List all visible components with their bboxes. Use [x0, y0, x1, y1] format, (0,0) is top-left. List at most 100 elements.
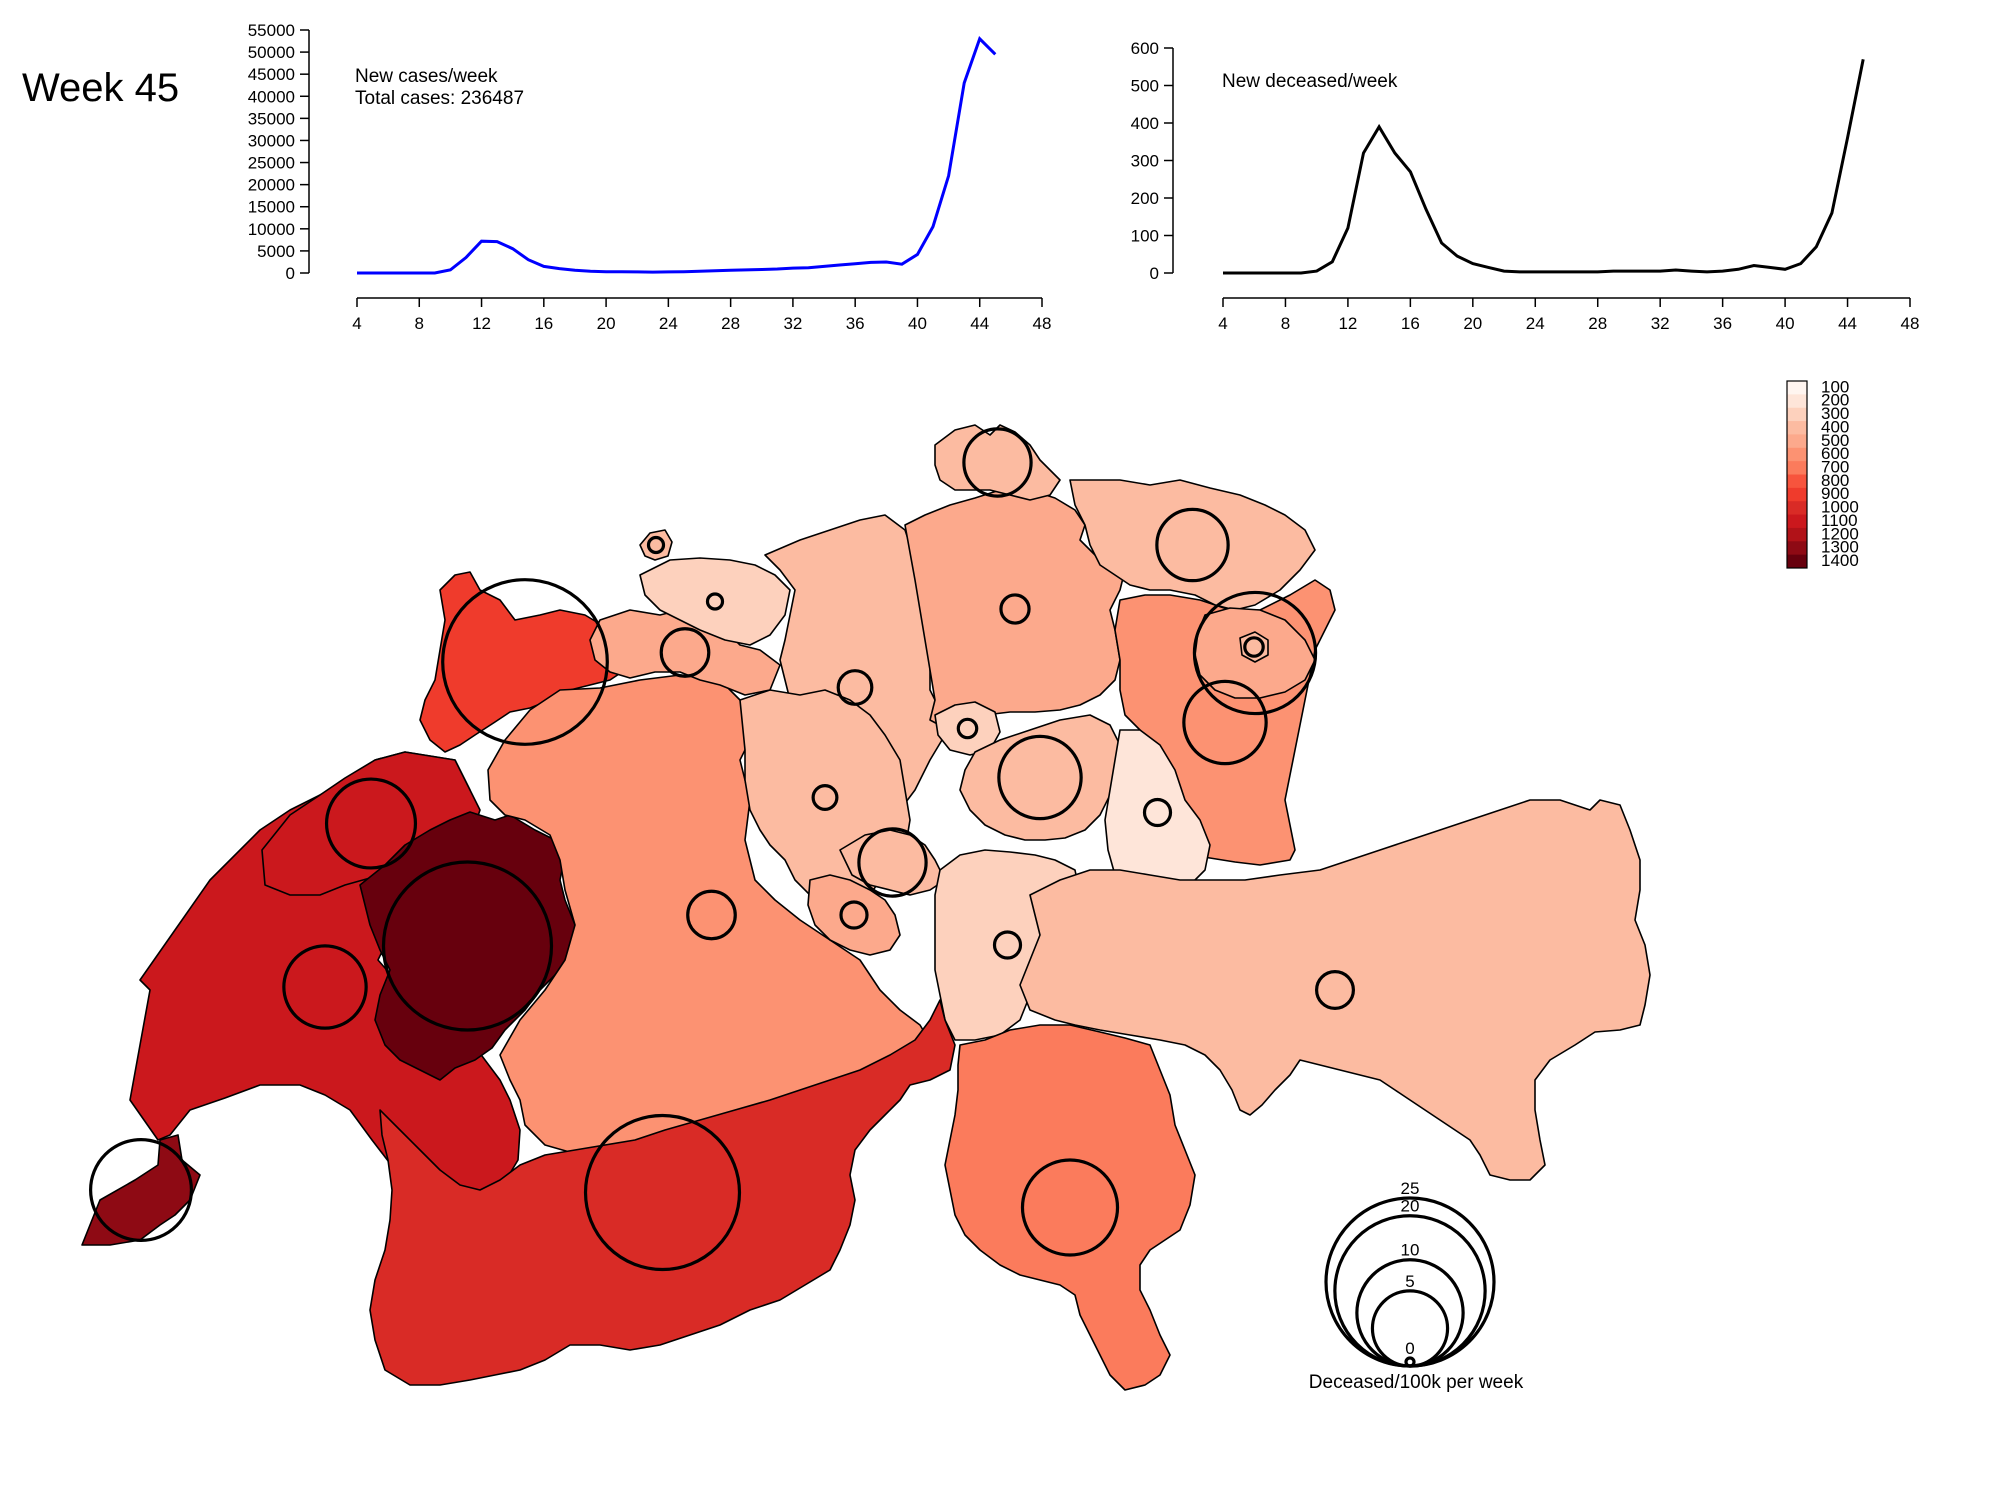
x-tick-label: 16 [534, 314, 553, 333]
canton-BS [639, 529, 673, 561]
bubble-ZH [999, 593, 1031, 625]
bubble-SH [962, 427, 1033, 498]
x-tick-label: 12 [1338, 314, 1357, 333]
bubble-legend-label: 25 [1401, 1179, 1420, 1198]
color-legend-label: 1300 [1821, 538, 1859, 557]
color-legend-label: 200 [1821, 391, 1849, 410]
bubble-BL [705, 592, 725, 611]
color-legend-label: 900 [1821, 484, 1849, 503]
y-tick-label: 400 [1131, 114, 1159, 133]
y-tick-label: 600 [1131, 39, 1159, 58]
x-tick-label: 44 [1838, 314, 1857, 333]
bubble-legend-title: Deceased/100k per week [1309, 1372, 1524, 1393]
x-tick-label: 48 [1033, 314, 1052, 333]
canton-TG [1069, 479, 1316, 611]
x-tick-label: 32 [783, 314, 802, 333]
bubble-GL [1142, 797, 1173, 828]
x-tick-label: 36 [846, 314, 865, 333]
bubble-SZ [997, 734, 1083, 821]
color-legend-swatch [1787, 514, 1807, 529]
week-title: Week 45 [22, 66, 180, 110]
x-tick-label: 24 [659, 314, 678, 333]
x-tick-label: 24 [1526, 314, 1545, 333]
switzerland-map [81, 424, 1651, 1391]
canton-VS [369, 999, 956, 1386]
bubble-VD [282, 944, 368, 1030]
bubble-legend-label: 20 [1401, 1197, 1420, 1216]
x-tick-label: 20 [597, 314, 616, 333]
x-tick-label: 36 [1713, 314, 1732, 333]
cases-total-annotation: Total cases: 236487 [355, 88, 524, 109]
y-tick-label: 200 [1131, 189, 1159, 208]
x-tick-label: 44 [970, 314, 989, 333]
bubble-JU [441, 578, 609, 746]
bubble-BE [686, 889, 737, 941]
color-legend-swatch [1787, 407, 1807, 422]
bubble-LU [811, 784, 839, 811]
bubble-NE [324, 777, 418, 870]
y-tick-label: 30000 [248, 131, 295, 150]
y-tick-label: 100 [1131, 227, 1159, 246]
bubble-VS [583, 1113, 742, 1272]
y-tick-label: 25000 [248, 154, 295, 173]
color-legend-label: 300 [1821, 404, 1849, 423]
x-tick-label: 28 [721, 314, 740, 333]
bubble-AI [1243, 636, 1265, 658]
bubble-legend-label: 10 [1401, 1241, 1420, 1260]
canton-BL [639, 557, 791, 646]
color-legend-swatch [1787, 421, 1807, 435]
deceased-x-axis: 4 8 12 16 20 24 28 32 36 40 44 48 [1218, 297, 1920, 333]
cases-x-axis: 4 8 12 16 20 24 28 32 36 40 44 48 [352, 297, 1052, 333]
bubble-legend-label: 5 [1405, 1272, 1414, 1291]
x-tick-label: 12 [472, 314, 491, 333]
x-tick-label: 48 [1901, 314, 1920, 333]
color-legend-label: 100 [1821, 377, 1849, 396]
x-tick-label: 20 [1463, 314, 1482, 333]
color-legend-label: 700 [1821, 457, 1849, 476]
x-tick-label: 4 [352, 314, 361, 333]
x-tick-label: 40 [1776, 314, 1795, 333]
y-tick-label: 55000 [248, 21, 295, 40]
color-legend-label: 500 [1821, 431, 1849, 450]
color-legend-swatch [1787, 447, 1807, 462]
bubble-BS [646, 535, 666, 555]
x-tick-label: 4 [1218, 314, 1227, 333]
cases-annotation-line: New cases/week [355, 66, 498, 87]
y-tick-label: 50000 [248, 43, 295, 62]
color-legend: 1002003004005006007008009001000110012001… [1786, 377, 1859, 570]
color-legend-swatch [1787, 434, 1807, 449]
color-legend-swatch [1787, 487, 1807, 502]
canton-GE [81, 1134, 201, 1246]
bubble-layer [88, 427, 1356, 1272]
color-legend-swatch [1787, 541, 1807, 556]
color-legend-label: 1100 [1821, 511, 1858, 530]
color-legend-label: 600 [1821, 444, 1849, 463]
color-legend-label: 1000 [1821, 498, 1859, 517]
canton-TI [944, 1024, 1196, 1391]
x-tick-label: 32 [1651, 314, 1670, 333]
y-tick-label: 5000 [257, 242, 295, 261]
y-tick-label: 0 [1150, 264, 1159, 283]
y-tick-label: 300 [1131, 152, 1159, 171]
bubble-TG [1155, 507, 1230, 583]
y-tick-label: 500 [1131, 77, 1159, 96]
color-legend-label: 800 [1821, 471, 1849, 490]
bubble-legend-label: 0 [1405, 1339, 1414, 1358]
color-legend-swatch [1787, 527, 1807, 542]
color-legend-swatch [1787, 461, 1807, 475]
deceased-annotation: New deceased/week [1222, 71, 1398, 92]
x-tick-label: 8 [415, 314, 424, 333]
bubble-UR [992, 930, 1023, 960]
bubble-NW [857, 827, 928, 898]
bubble-SO [659, 627, 711, 678]
color-legend-label: 400 [1821, 417, 1849, 436]
bubble-ZG [956, 717, 979, 740]
x-tick-label: 8 [1281, 314, 1290, 333]
y-tick-label: 35000 [248, 109, 295, 128]
bubble-FR [381, 860, 554, 1032]
color-legend-swatch [1787, 474, 1807, 489]
y-tick-label: 10000 [248, 220, 295, 239]
